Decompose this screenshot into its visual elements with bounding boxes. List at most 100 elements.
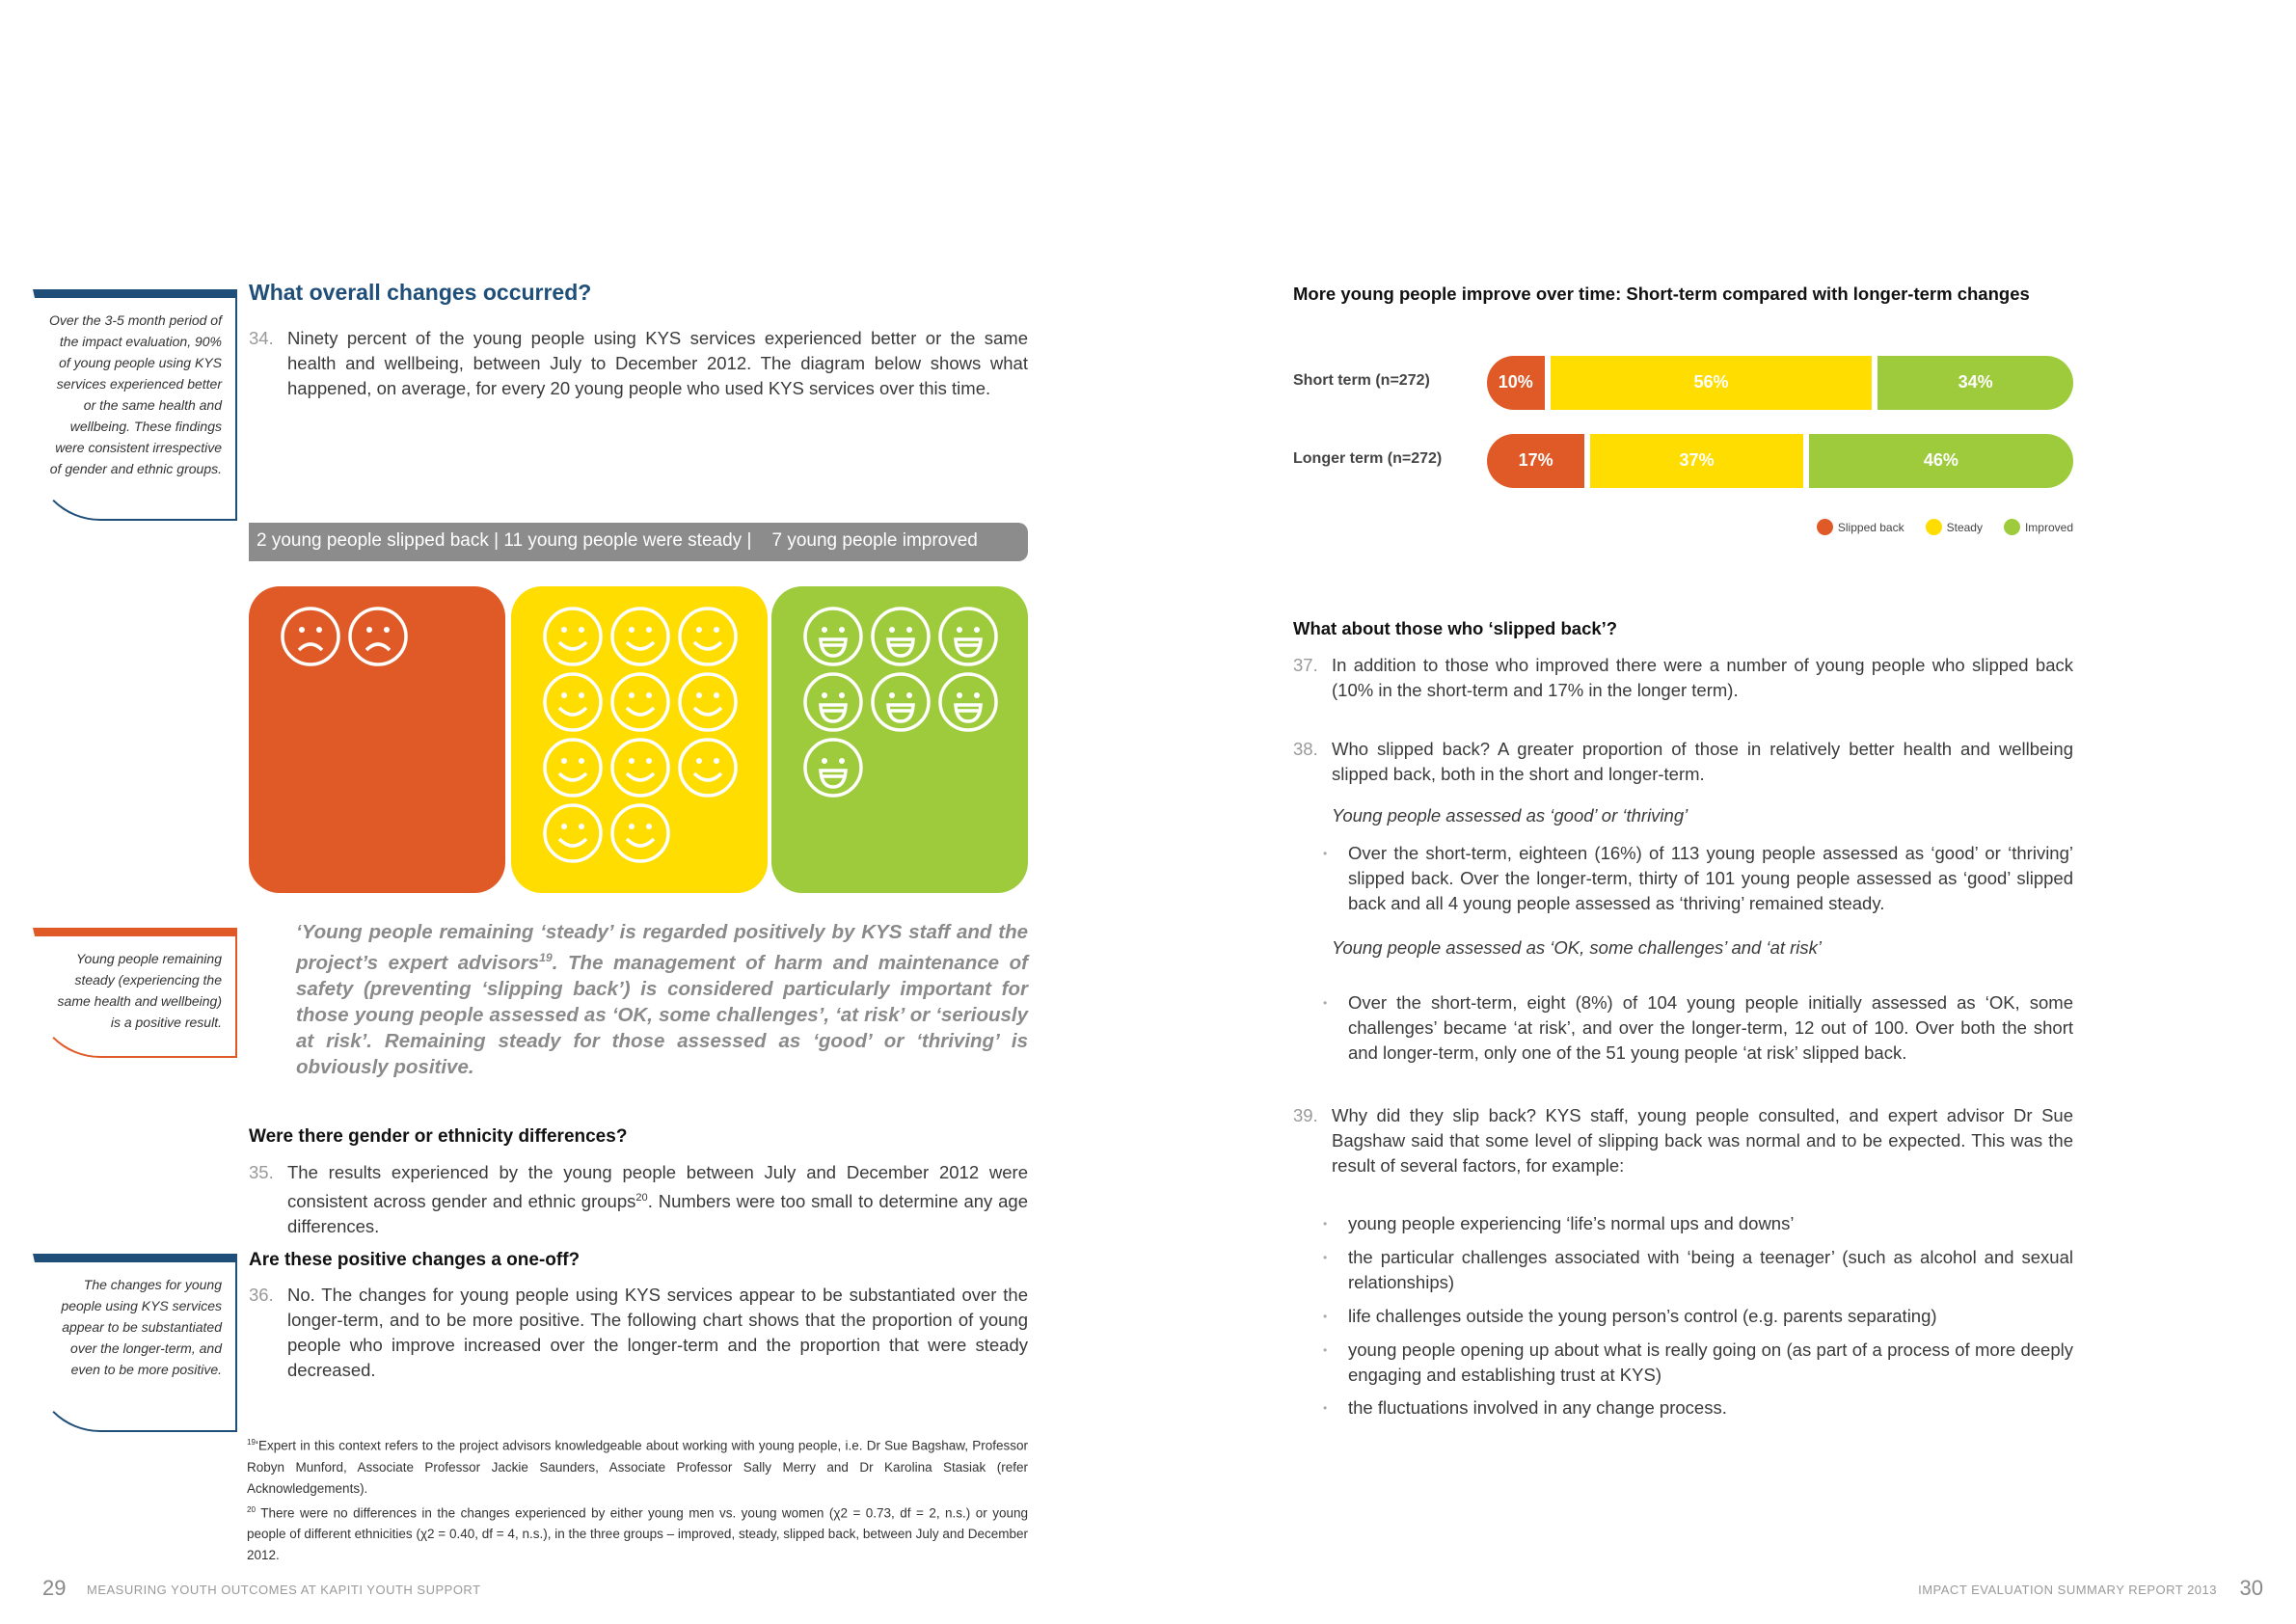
running-footer: IMPACT EVALUATION SUMMARY REPORT 2013 bbox=[1918, 1583, 2217, 1597]
face-icon bbox=[871, 672, 931, 732]
face-icon bbox=[803, 672, 863, 732]
face-icon bbox=[610, 738, 670, 798]
eye bbox=[822, 758, 827, 764]
page-number: 29 bbox=[42, 1576, 67, 1600]
paragraph-number: 36. bbox=[249, 1285, 274, 1305]
value-label: 46% bbox=[1923, 450, 1958, 470]
mouth bbox=[954, 637, 983, 658]
eye bbox=[889, 692, 895, 698]
running-footer: MEASURING YOUTH OUTCOMES AT KAPITI YOUTH… bbox=[87, 1583, 481, 1597]
subheading: Are these positive changes a one-off? bbox=[249, 1250, 581, 1270]
face-icon bbox=[348, 607, 408, 666]
text: The results experienced by the young peo… bbox=[287, 1162, 1028, 1212]
face-outline bbox=[610, 672, 670, 732]
bullet: the fluctuations involved in any change … bbox=[1323, 1395, 2073, 1421]
bar-segment bbox=[1550, 356, 1873, 410]
bar-segment bbox=[1487, 356, 1545, 410]
eye bbox=[696, 627, 702, 633]
footnote-ref: 19 bbox=[539, 951, 553, 964]
subheading: Were there gender or ethnicity differenc… bbox=[249, 1126, 628, 1147]
face-outline bbox=[610, 607, 670, 666]
face-icon bbox=[938, 607, 998, 666]
paragraph-number: 35. bbox=[249, 1162, 274, 1182]
bar-segment bbox=[1487, 434, 1585, 488]
face-outline bbox=[871, 672, 931, 732]
face-outline bbox=[678, 738, 738, 798]
faces bbox=[281, 607, 408, 666]
sidebar-note: The changes for young people using KYS s… bbox=[33, 1254, 237, 1432]
eye bbox=[974, 627, 980, 633]
legend-label: Steady bbox=[1946, 520, 1983, 534]
eye bbox=[579, 758, 584, 764]
page-number: 30 bbox=[2239, 1576, 2263, 1600]
infographic-panel bbox=[771, 586, 1028, 893]
face-icon bbox=[803, 738, 863, 798]
value-label: 17% bbox=[1518, 450, 1553, 470]
paragraph-number: 38. bbox=[1293, 739, 1318, 759]
face-icon bbox=[610, 803, 670, 863]
face-icon bbox=[871, 607, 931, 666]
bullet: young people opening up about what is re… bbox=[1323, 1338, 2073, 1388]
face-outline bbox=[938, 607, 998, 666]
face-outline bbox=[803, 738, 863, 798]
face-icon bbox=[543, 738, 603, 798]
eye bbox=[579, 627, 584, 633]
mouth bbox=[557, 640, 588, 651]
footnote-text: ‘Expert in this context refers to the pr… bbox=[247, 1438, 1028, 1496]
chart-title: More young people improve over time: Sho… bbox=[1293, 284, 2030, 304]
footnotes: 19‘Expert in this context refers to the … bbox=[247, 1432, 1028, 1566]
quote: ‘Young people remaining ‘steady’ is rega… bbox=[296, 919, 1028, 1080]
sidebar-note: Over the 3-5 month period of the impact … bbox=[33, 289, 237, 521]
eye bbox=[714, 692, 719, 698]
paragraph: Why did they slip back? KYS staff, young… bbox=[1332, 1105, 2073, 1176]
infographic-banner: 2 young people slipped back | 11 young p… bbox=[249, 523, 1028, 561]
paragraph: Ninety percent of the young people using… bbox=[287, 328, 1028, 398]
mouth bbox=[819, 637, 848, 658]
mouth bbox=[692, 771, 723, 782]
banner-text: 2 young people slipped back | 11 young p… bbox=[257, 530, 978, 551]
eye bbox=[561, 692, 567, 698]
eye bbox=[629, 627, 635, 633]
eye bbox=[822, 627, 827, 633]
bullet: Over the short-term, eight (8%) of 104 y… bbox=[1323, 990, 2073, 1066]
eye bbox=[629, 758, 635, 764]
faces bbox=[803, 607, 998, 798]
paragraph-number: 39. bbox=[1293, 1105, 1318, 1125]
category-label: Longer term (n=272) bbox=[1293, 450, 1443, 467]
paragraph-number: 34. bbox=[249, 328, 274, 348]
sidebar-note: Young people remaining steady (experienc… bbox=[33, 928, 237, 1058]
legend: Slipped back Steady Improved bbox=[1816, 519, 2073, 535]
eye bbox=[366, 627, 372, 633]
legend-swatch bbox=[1816, 519, 1833, 535]
footnote-ref: 20 bbox=[635, 1192, 648, 1204]
face-outline bbox=[871, 607, 931, 666]
face-icon bbox=[610, 607, 670, 666]
mouth bbox=[692, 640, 723, 651]
eye bbox=[384, 627, 390, 633]
text: . Numbers were too small to determine an… bbox=[287, 1191, 1029, 1237]
legend-item: Slipped back bbox=[1816, 519, 1904, 535]
eye bbox=[646, 627, 652, 633]
bullet: young people experiencing ‘life’s normal… bbox=[1323, 1211, 2073, 1236]
mouth bbox=[625, 771, 656, 782]
value-label: 37% bbox=[1679, 450, 1715, 470]
face-icon bbox=[543, 607, 603, 666]
eye bbox=[822, 692, 827, 698]
eye bbox=[646, 824, 652, 829]
face-outline bbox=[678, 672, 738, 732]
eye bbox=[906, 627, 912, 633]
mouth bbox=[625, 837, 656, 848]
footnote-text: There were no differences in the changes… bbox=[247, 1505, 1028, 1562]
mouth bbox=[365, 642, 392, 652]
eye bbox=[957, 692, 962, 698]
mouth bbox=[297, 642, 324, 652]
footnote: 20 There were no differences in the chan… bbox=[247, 1500, 1028, 1567]
mouth bbox=[557, 706, 588, 717]
infographic-panel bbox=[511, 586, 768, 893]
eye bbox=[629, 692, 635, 698]
face-outline bbox=[803, 607, 863, 666]
eye bbox=[561, 824, 567, 829]
face-outline bbox=[543, 738, 603, 798]
face-outline bbox=[938, 672, 998, 732]
face-icon bbox=[543, 803, 603, 863]
